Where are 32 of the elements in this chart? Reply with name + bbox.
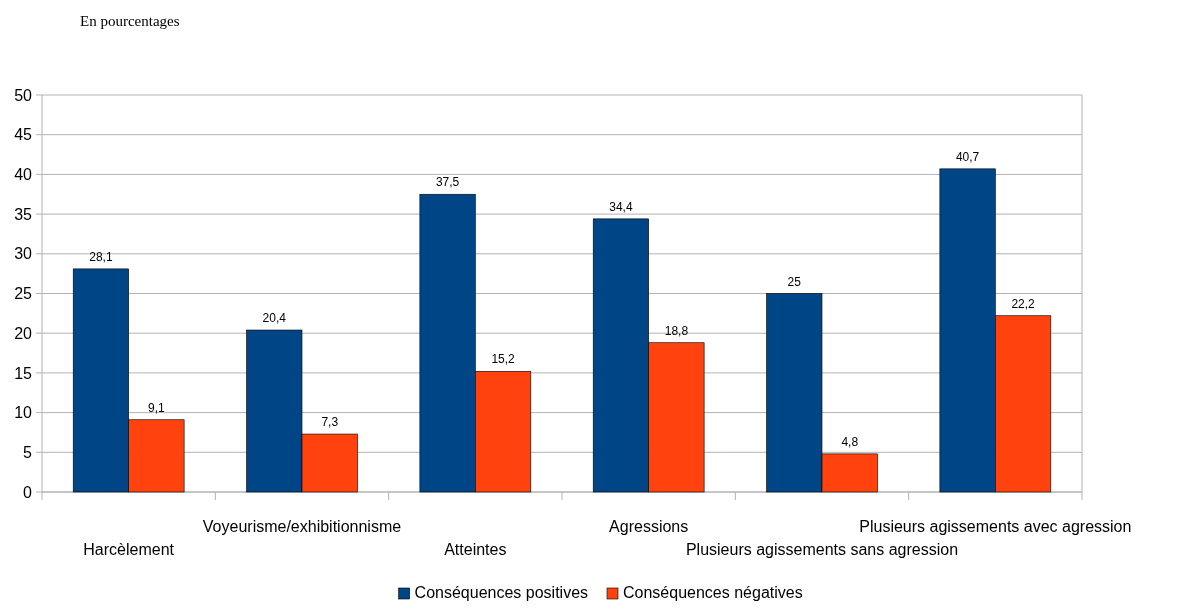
data-label: 15,2 xyxy=(491,352,516,367)
y-tick-label: 5 xyxy=(23,443,33,461)
legend-label: Conséquences négatives xyxy=(623,584,803,601)
data-label: 34,4 xyxy=(609,199,633,214)
data-label: 7,3 xyxy=(321,415,339,430)
x-tick-label: Harcèlement xyxy=(83,541,175,558)
x-tick-label: Voyeurisme/exhibitionnisme xyxy=(202,518,402,535)
y-tick-label: 10 xyxy=(14,404,33,422)
x-tick-label: Plusieurs agissements avec agression xyxy=(859,518,1132,535)
y-tick-label: 50 xyxy=(14,86,33,104)
data-label: 9,1 xyxy=(148,400,166,415)
data-label: 22,2 xyxy=(1011,296,1036,311)
data-label: 40,7 xyxy=(955,149,980,164)
data-label: 4,8 xyxy=(841,434,859,449)
x-tick-label: Agressions xyxy=(609,518,689,535)
y-tick-label: 35 xyxy=(14,205,33,223)
x-tick-label: Atteintes xyxy=(444,541,507,558)
chart-title: En pourcentages xyxy=(80,13,180,29)
data-label: 37,5 xyxy=(435,175,460,190)
data-label: 28,1 xyxy=(89,249,113,264)
y-tick-label: 0 xyxy=(23,483,33,501)
data-label: 18,8 xyxy=(664,323,689,338)
y-tick-label: 25 xyxy=(14,285,33,303)
y-tick-label: 40 xyxy=(14,166,33,183)
x-tick-label: Plusieurs agissements sans agression xyxy=(685,541,959,558)
y-tick-label: 15 xyxy=(14,364,33,382)
legend-label: Conséquences positives xyxy=(414,584,589,601)
y-tick-label: 45 xyxy=(14,126,33,144)
y-tick-label: 20 xyxy=(14,324,33,342)
data-label: 20,4 xyxy=(262,311,287,326)
y-tick-label: 30 xyxy=(14,245,33,263)
data-label: 25 xyxy=(787,274,802,289)
